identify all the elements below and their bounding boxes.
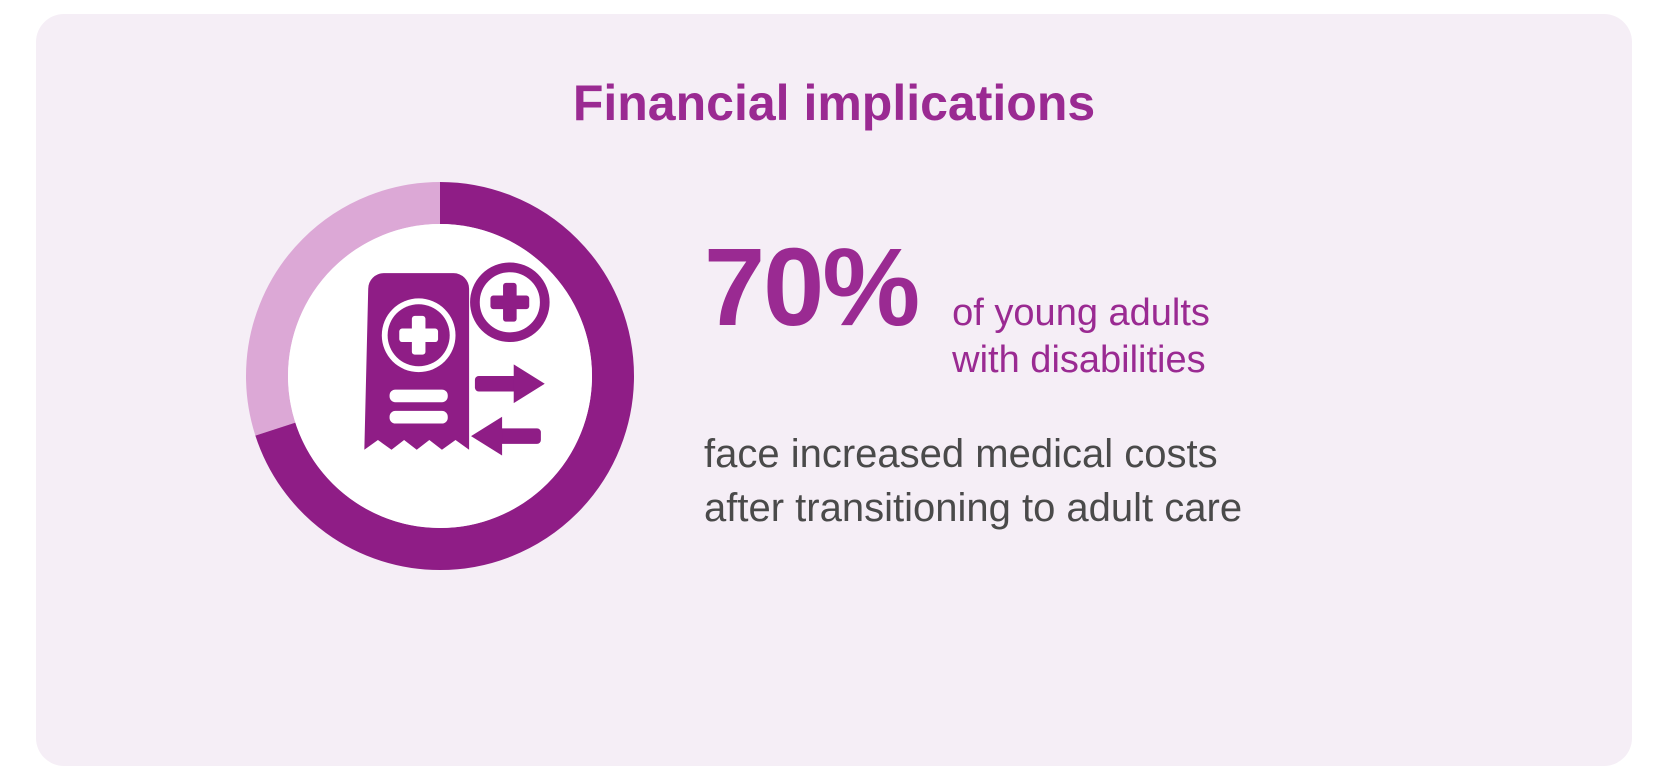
stat-sub-line1: of young adults bbox=[952, 292, 1210, 334]
donut-chart bbox=[246, 182, 634, 575]
desc-line2: after transitioning to adult care bbox=[704, 486, 1242, 530]
card-title: Financial implications bbox=[116, 74, 1552, 132]
stat-row: 70% of young adults with disabilities bbox=[704, 233, 1552, 399]
desc-line1: face increased medical costs bbox=[704, 432, 1218, 476]
body-row: 70% of young adults with disabilities fa… bbox=[116, 182, 1552, 575]
stat-value: 70% bbox=[704, 233, 918, 343]
donut-svg bbox=[246, 182, 634, 570]
infographic-card: Financial implications bbox=[36, 14, 1632, 766]
stat-sub-line2: with disabilities bbox=[952, 339, 1205, 381]
text-block: 70% of young adults with disabilities fa… bbox=[704, 223, 1552, 535]
stat-subtext: of young adults with disabilities bbox=[952, 290, 1210, 385]
description-text: face increased medical costs after trans… bbox=[704, 427, 1552, 535]
